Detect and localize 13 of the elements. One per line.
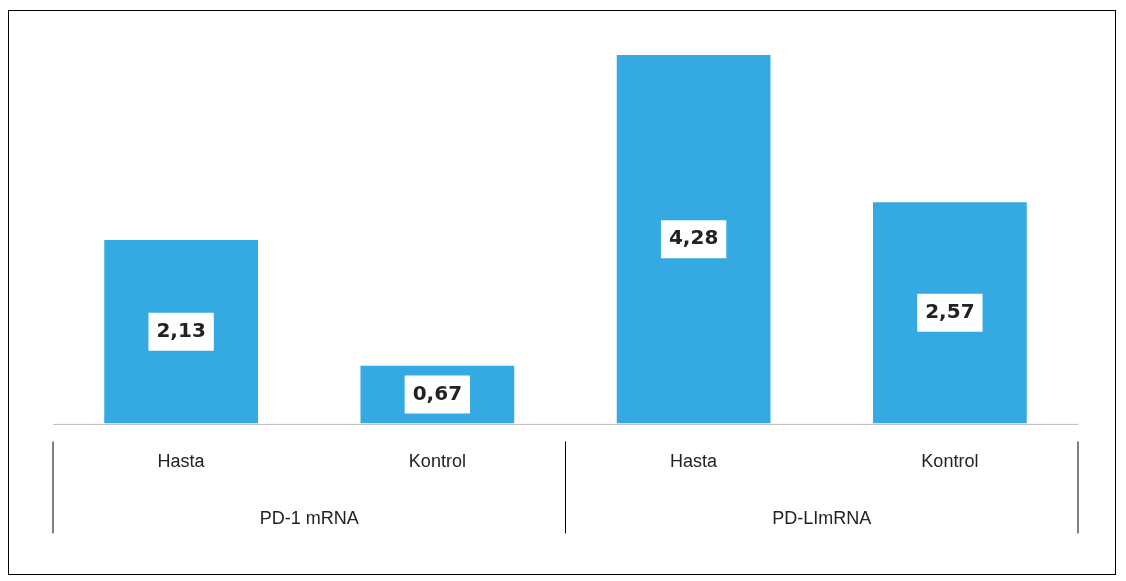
- text: PD-1 mRNA: [259, 508, 359, 529]
- text: PD-LImRNA: [772, 508, 872, 529]
- bar: [104, 240, 258, 424]
- x-tick-label: Kontrol: [921, 451, 979, 472]
- data-label: 4,28: [668, 225, 719, 250]
- x-tick-label: Hasta: [670, 451, 719, 472]
- data-label: 2,13: [156, 317, 206, 342]
- bar: [873, 202, 1027, 424]
- x-tick-label: Kontrol: [408, 451, 466, 472]
- data-label: 2,57: [925, 299, 975, 323]
- data-label: 0,67: [412, 380, 463, 405]
- bar: [616, 55, 771, 424]
- x-tick-label: Hasta: [157, 451, 206, 472]
